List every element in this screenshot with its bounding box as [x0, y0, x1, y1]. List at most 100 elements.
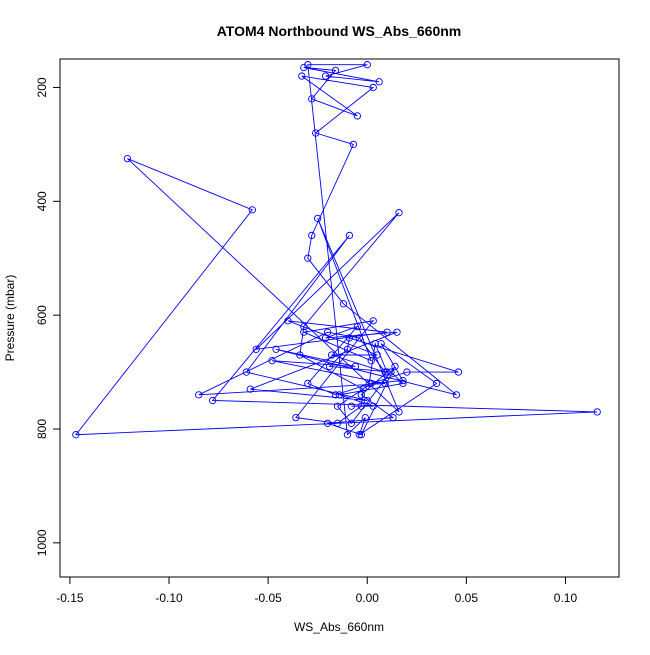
- data-point: [369, 317, 377, 325]
- data-point: [371, 339, 379, 348]
- data-point: [300, 322, 308, 331]
- y-axis: 200 400 600 800 1000: [35, 77, 61, 556]
- data-point: [454, 368, 463, 376]
- data-point: [292, 413, 300, 422]
- data-point: [363, 396, 371, 405]
- data-point: [333, 402, 342, 410]
- x-tick-label: 0.00: [356, 591, 380, 605]
- data-point: [298, 72, 306, 80]
- data-point: [208, 396, 217, 405]
- data-point: [369, 83, 377, 92]
- data-point: [314, 214, 322, 223]
- data-point: [312, 129, 320, 137]
- data-point: [268, 357, 276, 365]
- data-point: [242, 368, 250, 376]
- data-point: [377, 339, 385, 348]
- data-point: [375, 78, 383, 86]
- data-point: [72, 431, 80, 439]
- data-point: [359, 385, 367, 393]
- data-point: [381, 368, 389, 376]
- data-point: [593, 408, 601, 416]
- data-point: [325, 362, 334, 371]
- data-point: [321, 334, 330, 342]
- data-point: [369, 402, 377, 410]
- x-tick-label: -0.15: [56, 591, 84, 605]
- y-axis-label: Pressure (mbar): [3, 275, 17, 362]
- data-point: [343, 345, 352, 353]
- data-point: [389, 413, 397, 422]
- x-tick-label: -0.05: [254, 591, 282, 605]
- data-point: [335, 391, 344, 399]
- chart-title: ATOM4 Northbound WS_Abs_660nm: [217, 23, 462, 39]
- data-point: [321, 72, 330, 80]
- data-point: [432, 379, 441, 388]
- y-tick-label: 800: [35, 419, 49, 439]
- y-tick-label: 200: [35, 77, 49, 97]
- data-point: [347, 402, 356, 410]
- data-point: [343, 431, 352, 439]
- y-tick-label: 600: [35, 305, 49, 325]
- y-tick-label: 400: [35, 191, 49, 211]
- data-point: [284, 317, 292, 325]
- data-point: [331, 391, 340, 399]
- data-point: [393, 328, 401, 336]
- data-point: [399, 379, 407, 388]
- data-point: [333, 419, 342, 427]
- data-point: [353, 322, 361, 331]
- data-point: [248, 206, 256, 214]
- series-group: [72, 61, 601, 439]
- data-point: [331, 66, 340, 75]
- data-point: [300, 63, 308, 72]
- data-point: [355, 431, 363, 439]
- data-point: [345, 334, 354, 342]
- data-point: [347, 419, 356, 427]
- data-point: [349, 140, 358, 149]
- data-point: [367, 379, 375, 388]
- data-point: [357, 431, 365, 439]
- plot-frame: [59, 58, 620, 578]
- data-point: [387, 368, 395, 376]
- data-point: [323, 419, 332, 427]
- data-point: [452, 391, 461, 399]
- data-point: [195, 391, 203, 399]
- data-point: [327, 351, 336, 359]
- data-point: [399, 376, 407, 385]
- x-axis-label: WS_Abs_660nm: [294, 620, 384, 634]
- data-point: [272, 345, 280, 353]
- data-point: [383, 328, 391, 336]
- data-point: [365, 379, 373, 388]
- data-point: [373, 351, 381, 359]
- data-point: [304, 379, 312, 388]
- x-tick-label: -0.10: [155, 591, 183, 605]
- data-point: [357, 402, 365, 410]
- data-point: [361, 413, 369, 422]
- data-point: [345, 231, 354, 240]
- data-point: [296, 351, 304, 359]
- data-point: [246, 385, 254, 393]
- y-tick-label: 1000: [35, 529, 49, 556]
- data-point: [353, 112, 361, 120]
- data-point: [383, 368, 391, 376]
- data-point: [123, 154, 132, 163]
- data-point: [391, 362, 399, 371]
- data-point: [367, 357, 375, 365]
- data-point: [308, 231, 316, 240]
- data-point: [363, 61, 371, 69]
- data-point: [252, 345, 260, 353]
- data-point: [395, 209, 403, 217]
- series-line: [74, 64, 598, 436]
- x-tick-label: 0.05: [455, 591, 479, 605]
- data-point: [403, 368, 411, 376]
- plot-area: [72, 61, 601, 439]
- data-point: [381, 379, 389, 388]
- data-point: [351, 362, 360, 371]
- x-axis: -0.15 -0.10 -0.05 0.00 0.05 0.10: [56, 576, 578, 605]
- data-point: [300, 328, 308, 336]
- data-point: [304, 254, 312, 262]
- data-point: [339, 300, 348, 308]
- x-tick-label: 0.10: [554, 591, 578, 605]
- data-point: [355, 334, 363, 342]
- data-point: [395, 408, 403, 416]
